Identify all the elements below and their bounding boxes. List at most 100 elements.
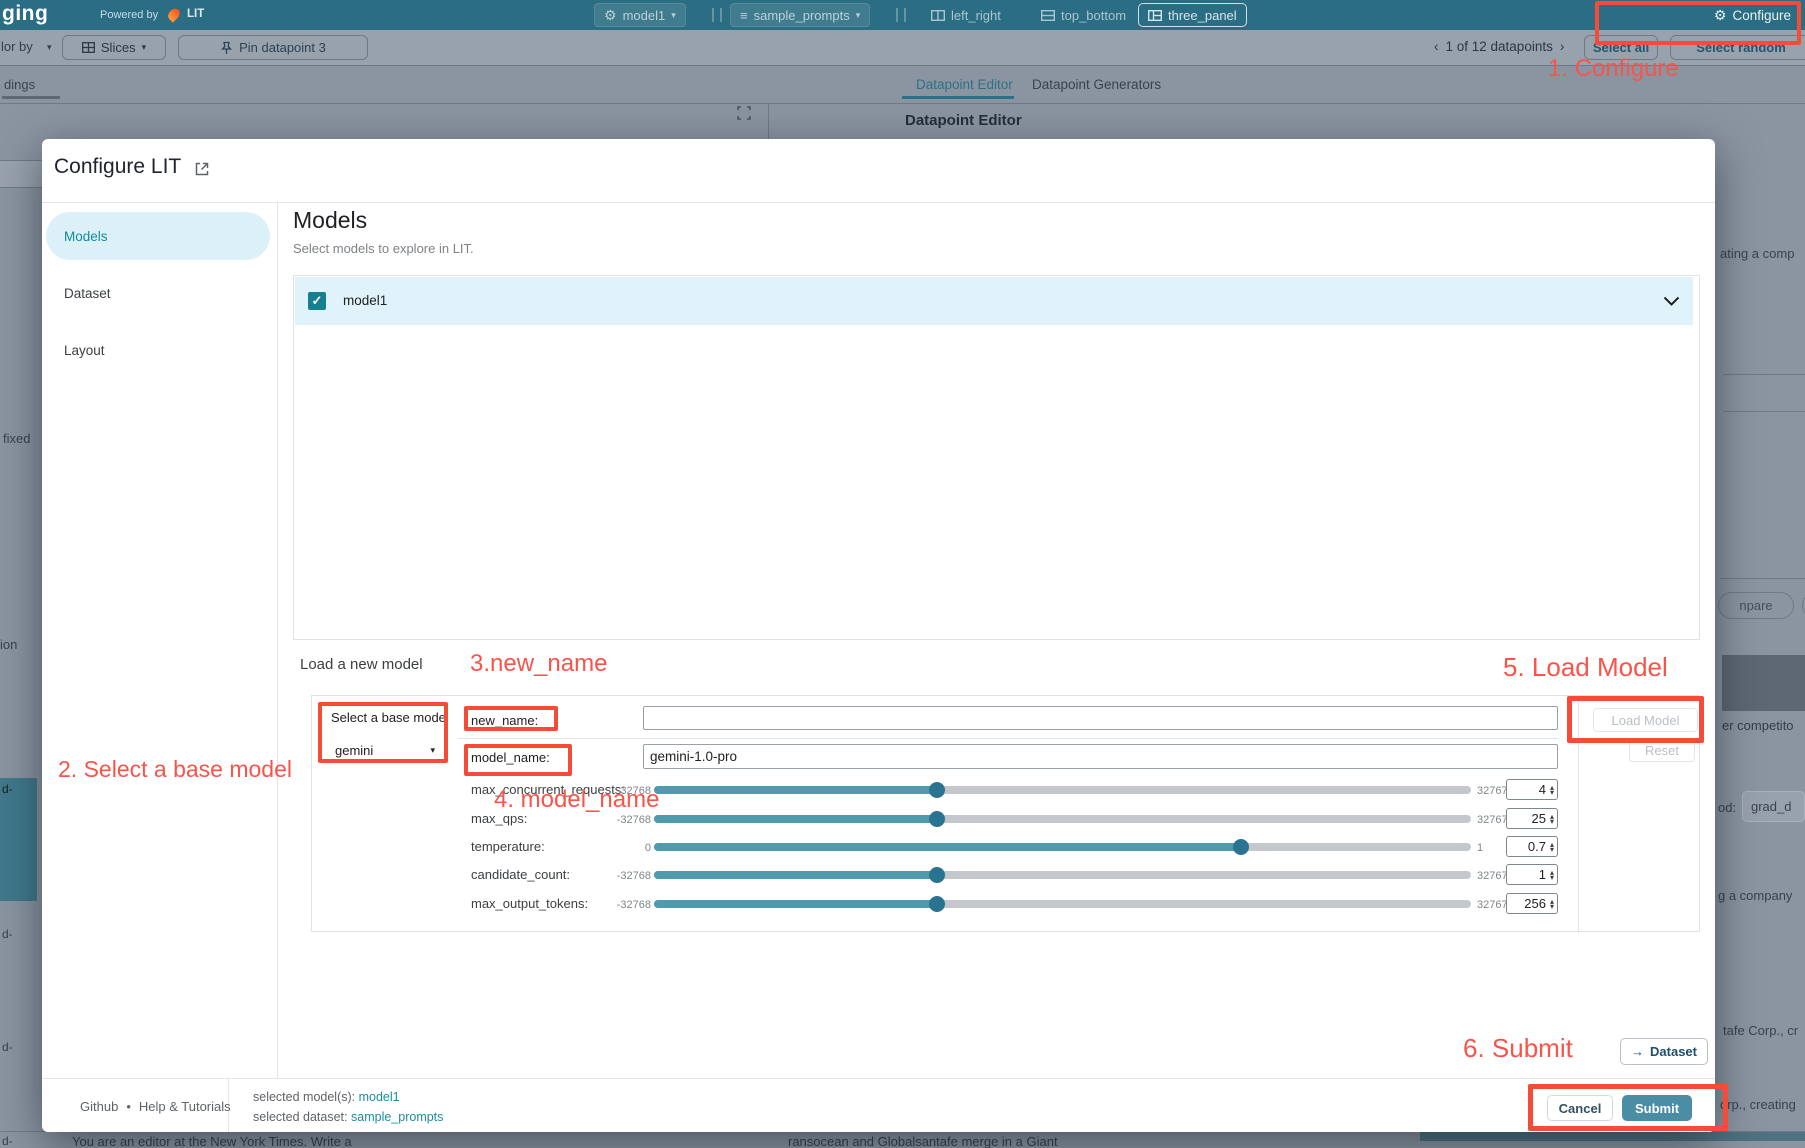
slider-thumb[interactable] — [928, 782, 945, 798]
pin-label: Pin datapoint 3 — [239, 40, 326, 55]
stepper-arrows-icon[interactable]: ▴ ▾ — [1549, 782, 1554, 797]
nav-item-models[interactable]: Models — [46, 212, 270, 260]
nav-item-dataset[interactable]: Dataset — [64, 286, 111, 301]
base-model-value: gemini — [335, 743, 374, 758]
bg-text-fragment: ating a comp — [1720, 246, 1795, 261]
configure-button[interactable]: ⚙ Configure — [1714, 0, 1791, 30]
form-divider — [458, 738, 1558, 739]
temperature-stepper[interactable]: 0.7 ▴ ▾ — [1506, 836, 1558, 857]
slider-min: -32768 — [616, 899, 651, 911]
slider-track[interactable] — [654, 867, 1471, 883]
model-selector-button[interactable]: ⚙ model1 ▾ — [594, 3, 686, 27]
layout-tab-label: three_panel — [1168, 7, 1237, 23]
pager-prev-icon[interactable]: ‹ — [1434, 39, 1439, 54]
stepper-arrows-icon[interactable]: ▴ ▾ — [1549, 896, 1554, 911]
compare-button-fragment[interactable]: npare — [1718, 592, 1794, 619]
slider-track[interactable] — [654, 782, 1471, 798]
slider-label: candidate_count: — [471, 867, 571, 882]
load-model-button[interactable]: Load Model — [1593, 708, 1698, 732]
stepper-value: 0.7 — [1527, 839, 1546, 854]
header-divider — [42, 202, 1715, 203]
annotation-label-4: 4. model_name — [494, 786, 660, 813]
layout-tab-left-right[interactable]: left_right — [922, 3, 1010, 27]
new-name-input[interactable] — [643, 706, 1558, 730]
model-row[interactable]: ✓ model1 — [295, 277, 1693, 325]
slider-row-max-concurrent-requests: max_concurrent_requests: -32768 32767 4 ▴… — [471, 778, 1561, 802]
bg-text-fragment: fixed — [3, 431, 31, 446]
layout-tab-three-panel[interactable]: three_panel — [1138, 3, 1247, 27]
max-concurrent-requests-stepper[interactable]: 4 ▴ ▾ — [1506, 779, 1558, 800]
stepper-arrows-icon[interactable]: ▴ ▾ — [1549, 839, 1554, 854]
slider-row-max-qps: max_qps: -32768 32767 25 ▴ ▾ — [471, 807, 1561, 831]
selected-models-label: selected model(s): — [253, 1090, 356, 1104]
tab-datapoint-generators[interactable]: Datapoint Generators — [1032, 77, 1162, 92]
slider-track[interactable] — [654, 811, 1471, 827]
chevron-down-icon[interactable] — [1663, 296, 1680, 307]
selected-row-fragment[interactable] — [0, 778, 37, 901]
app-logo: ging — [2, 2, 49, 25]
layout-tab-top-bottom[interactable]: top_bottom — [1032, 3, 1135, 27]
nav-item-layout[interactable]: Layout — [64, 343, 105, 358]
annotation-box-configure — [1595, 1, 1801, 45]
pin-datapoint-button[interactable]: Pin datapoint 3 — [178, 35, 368, 60]
model-name-label: model_name: — [471, 750, 550, 765]
color-by-label[interactable]: lor by — [1, 39, 33, 54]
datapoint-editor-heading: Datapoint Editor — [905, 112, 1022, 129]
dataset-selector-label: sample_prompts — [753, 7, 850, 23]
bg-row-fragment — [0, 161, 42, 187]
help-tutorials-link[interactable]: Help & Tutorials — [138, 1099, 231, 1114]
slices-button[interactable]: Slices ▾ — [62, 35, 166, 60]
layout-tab-label: left_right — [951, 7, 1001, 23]
slider-thumb[interactable] — [1232, 839, 1249, 855]
divider — [896, 8, 898, 22]
divider — [0, 187, 42, 188]
grad-dot-dropdown-fragment[interactable]: grad_d — [1742, 791, 1805, 822]
model-row-label: model1 — [343, 293, 388, 308]
slider-track[interactable] — [654, 896, 1471, 912]
tab-datapoint-editor[interactable]: Datapoint Editor — [916, 77, 1013, 92]
embeddings-tab-fragment[interactable]: dings — [4, 77, 36, 92]
dataset-jump-button[interactable]: → Dataset — [1620, 1038, 1708, 1065]
selected-models-value[interactable]: model1 — [358, 1090, 400, 1104]
reset-button[interactable]: Reset — [1629, 739, 1695, 762]
three-panel-layout-icon — [1148, 9, 1162, 21]
cancel-button[interactable]: Cancel — [1547, 1095, 1613, 1121]
maximize-icon[interactable] — [737, 106, 751, 120]
models-subtitle: Select models to explore in LIT. — [293, 241, 474, 256]
slider-label: max_concurrent_requests: — [471, 782, 625, 797]
pager-next-icon[interactable]: › — [1559, 39, 1565, 54]
selected-dataset-line: selected dataset: sample_prompts — [253, 1110, 443, 1124]
slider-max: 32767 — [1477, 899, 1508, 911]
max-qps-stepper[interactable]: 25 ▴ ▾ — [1506, 808, 1558, 829]
load-model-form: Select a base model gemini ▾ new_name: m… — [311, 695, 1700, 933]
divider — [0, 160, 42, 161]
github-link[interactable]: Github — [80, 1099, 119, 1114]
active-tab-underline — [2, 96, 60, 99]
base-model-label: Select a base model — [331, 710, 449, 725]
stepper-arrows-icon[interactable]: ▴ ▾ — [1549, 811, 1554, 826]
slider-thumb[interactable] — [928, 867, 945, 883]
stepper-arrows-icon[interactable]: ▴ ▾ — [1549, 867, 1554, 882]
dataset-selector-button[interactable]: ≡ sample_prompts ▾ — [730, 3, 871, 27]
bg-text-fragment: ion — [0, 637, 18, 652]
submit-button[interactable]: Submit — [1622, 1095, 1692, 1121]
stepper-value: 1 — [1538, 867, 1546, 882]
max-output-tokens-stepper[interactable]: 256 ▴ ▾ — [1506, 893, 1558, 914]
slider-max: 32767 — [1477, 870, 1508, 882]
slider-thumb[interactable] — [928, 896, 945, 912]
bg-text-fragment: g a company — [1718, 888, 1793, 903]
candidate-count-stepper[interactable]: 1 ▴ ▾ — [1506, 864, 1558, 885]
active-tab-underline — [902, 96, 1014, 99]
slider-track[interactable] — [654, 839, 1471, 855]
model-name-input[interactable] — [643, 744, 1558, 769]
row-id-fragment: d- — [2, 782, 13, 796]
bg-text-fragment: er competito — [1722, 718, 1794, 733]
selection-toolbar: lor by ▾ Slices ▾ Pin datapoint 3 ‹ 1 of… — [0, 30, 1805, 66]
model-checkbox[interactable]: ✓ — [308, 292, 326, 310]
open-in-new-icon[interactable] — [194, 161, 210, 177]
gear-icon: ⚙ — [1713, 7, 1727, 23]
annotation-label-2: 2. Select a base model — [58, 756, 292, 782]
slider-thumb[interactable] — [928, 811, 945, 827]
selected-dataset-value[interactable]: sample_prompts — [351, 1110, 444, 1124]
